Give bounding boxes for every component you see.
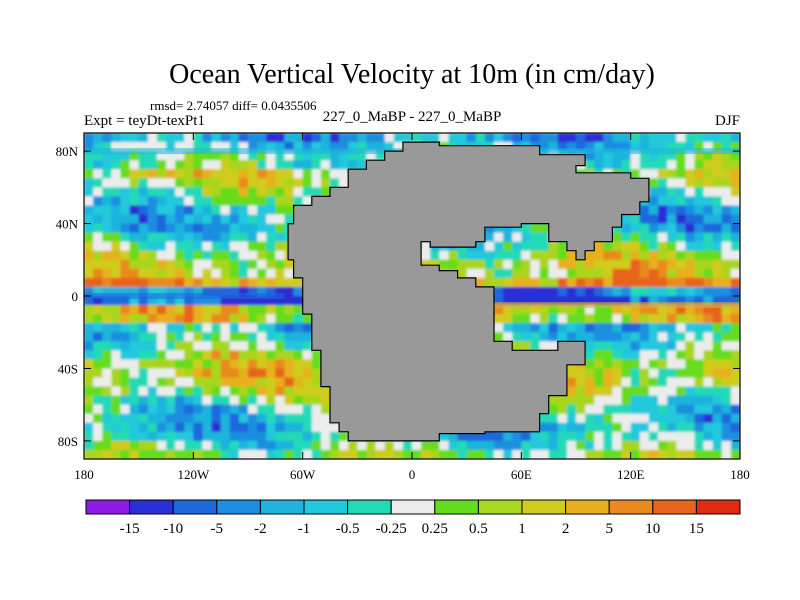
colorbar-swatch	[172, 499, 218, 515]
x-tick-label: 0	[409, 467, 416, 482]
y-tick-label: 40S	[58, 361, 78, 376]
colorbar-swatch	[477, 499, 523, 515]
colorbar-swatch	[565, 499, 610, 515]
colorbar-swatch	[608, 499, 654, 515]
colorbar-swatch	[434, 499, 479, 515]
colorbar-swatch	[347, 499, 392, 515]
colorbar-swatch	[216, 499, 261, 515]
x-axis: 180 120W 60W 0 60E 120E 180	[74, 133, 750, 482]
right-subtitle: DJF	[715, 113, 740, 129]
sample-band	[84, 293, 285, 299]
colorbar-label: -5	[211, 521, 224, 537]
colorbar-label: 0.25	[422, 521, 448, 537]
x-tick-label: 120W	[177, 467, 210, 482]
colorbar-label: -2	[254, 521, 267, 537]
land-mask: land (masked)	[287, 141, 650, 442]
colorbar-label: 5	[605, 521, 613, 537]
colorbar-swatch	[85, 499, 131, 515]
x-tick-label: 60E	[511, 467, 532, 482]
y-axis: 80N 40N 0 40S 80S	[56, 144, 740, 449]
plot-area: land (masked)	[84, 133, 740, 459]
colorbar-label: 2	[562, 521, 570, 537]
x-tick-label: 120E	[617, 467, 645, 482]
colorbar-labels: -15 -10 -5 -2 -1 -0.5 -0.25 0.25 0.5 1 2 5 10 15	[120, 521, 704, 537]
y-tick-label: 0	[72, 289, 79, 304]
colorbar-swatch	[695, 499, 741, 515]
x-tick-label: 180	[74, 467, 94, 482]
chart-title: Ocean Vertical Velocity at 10m (in cm/da…	[169, 59, 655, 90]
colorbar-swatch	[521, 499, 567, 515]
left-subtitle: Expt = teyDt-texPt1	[84, 113, 205, 129]
x-tick-label: 60W	[290, 467, 316, 482]
stats-text: rmsd= 2.74057 diff= 0.0435506	[150, 98, 317, 113]
colorbar-swatch	[259, 499, 305, 515]
y-tick-label: 40N	[56, 217, 79, 232]
colorbar-label: -15	[120, 521, 140, 537]
colorbar-label: 10	[645, 521, 660, 537]
colorbar	[85, 499, 741, 515]
colorbar-label: -0.25	[376, 521, 407, 537]
y-tick-label: 80S	[58, 434, 78, 449]
sample-band	[484, 302, 740, 309]
colorbar-swatch	[652, 499, 697, 515]
center-subtitle: 227_0_MaBP - 227_0_MaBP	[323, 109, 502, 125]
colorbar-label: 15	[689, 521, 704, 537]
colorbar-swatch	[303, 499, 349, 515]
colorbar-swatch	[390, 499, 436, 515]
colorbar-label: -1	[298, 521, 311, 537]
colorbar-label: 1	[518, 521, 526, 537]
y-tick-label: 80N	[56, 144, 79, 159]
colorbar-swatch	[129, 499, 174, 515]
colorbar-label: 0.5	[469, 521, 488, 537]
x-tick-label: 180	[730, 467, 750, 482]
colorbar-label: -10	[163, 521, 183, 537]
colorbar-label: -0.5	[336, 521, 360, 537]
